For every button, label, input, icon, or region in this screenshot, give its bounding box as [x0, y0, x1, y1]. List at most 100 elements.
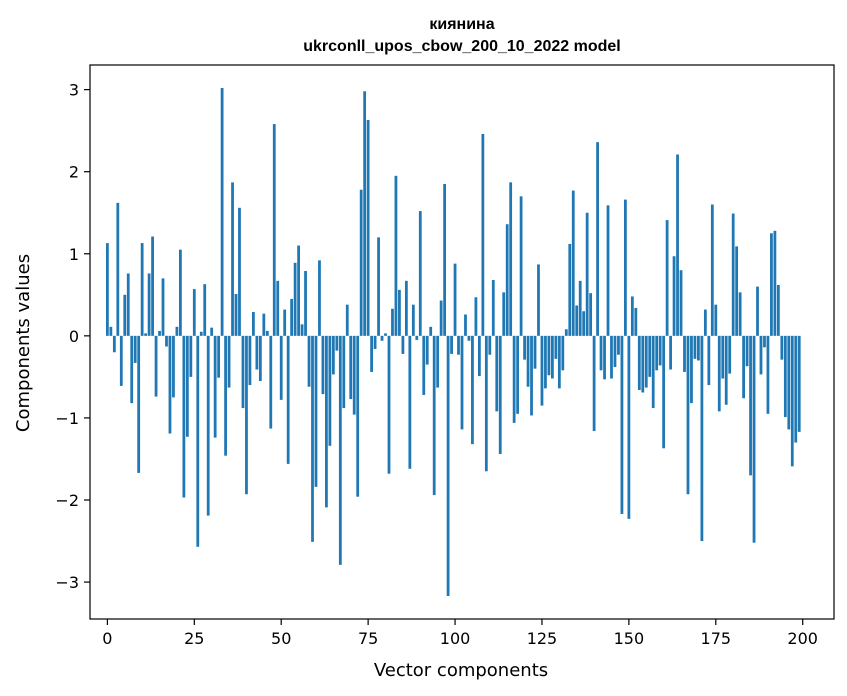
bar: [220, 87, 224, 336]
bar: [133, 335, 137, 363]
bar: [265, 330, 269, 336]
bar: [370, 335, 373, 372]
x-tick-label: 200: [787, 629, 818, 648]
bar: [404, 280, 408, 336]
y-axis-label: Components values: [13, 254, 34, 432]
bar: [575, 305, 579, 336]
bar: [721, 335, 725, 379]
bar: [585, 212, 589, 336]
bar: [519, 196, 523, 336]
bar: [217, 335, 221, 378]
bar: [436, 335, 440, 388]
bar: [571, 190, 575, 336]
bar: [116, 202, 120, 336]
bar: [564, 329, 568, 336]
bar: [460, 335, 464, 430]
bar: [144, 333, 148, 336]
bar: [252, 312, 255, 336]
bar: [161, 278, 165, 336]
bar: [752, 335, 756, 543]
chart-title-line2: ukrconll_upos_cbow_200_10_2022 model: [303, 38, 620, 55]
bar: [467, 335, 471, 341]
bar: [665, 220, 669, 336]
bar: [377, 237, 380, 336]
bar: [158, 330, 161, 336]
bar: [735, 246, 739, 336]
chart-title-line1: киянина: [429, 16, 494, 33]
bar: [509, 182, 513, 336]
bar: [345, 304, 349, 336]
bar: [766, 335, 770, 414]
bar: [624, 199, 627, 336]
bar: [589, 293, 593, 336]
bar: [359, 189, 363, 336]
bar: [304, 271, 307, 336]
bar: [363, 91, 367, 336]
bar: [290, 298, 294, 336]
bar: [425, 335, 429, 365]
bar: [630, 296, 634, 336]
bar: [544, 335, 547, 389]
bar: [717, 335, 721, 412]
bar: [634, 307, 638, 336]
bar: [199, 331, 203, 336]
bar: [147, 273, 151, 336]
bar: [196, 335, 200, 547]
bar: [610, 335, 613, 379]
bar: [658, 335, 662, 366]
bar: [224, 335, 227, 456]
bar: [373, 335, 377, 349]
bar: [457, 335, 460, 355]
x-tick-label: 175: [701, 629, 732, 648]
x-tick-label: 0: [102, 629, 112, 648]
bar: [154, 335, 158, 397]
bar: [411, 304, 415, 336]
bar: [137, 335, 141, 473]
bar: [328, 335, 332, 446]
bar: [780, 335, 784, 360]
bar: [119, 335, 123, 386]
bar: [231, 182, 234, 336]
bar: [283, 309, 287, 336]
y-tick-label: −3: [55, 573, 79, 592]
bar: [151, 236, 154, 336]
bar: [293, 262, 297, 336]
bar: [429, 326, 433, 336]
bar: [432, 335, 436, 496]
bar: [672, 256, 676, 336]
bar: [697, 335, 700, 361]
bar: [592, 335, 596, 432]
bar: [512, 335, 516, 423]
bar: [394, 175, 398, 336]
bar: [311, 335, 314, 542]
bar: [165, 335, 168, 347]
bar: [474, 297, 478, 336]
y-tick-label: 1: [69, 245, 79, 264]
bar: [352, 335, 356, 415]
bar: [213, 335, 217, 438]
bar: [516, 335, 520, 414]
bar: [568, 243, 572, 336]
bar: [533, 335, 537, 369]
bar: [606, 205, 610, 336]
bar: [530, 335, 533, 416]
bar: [387, 335, 391, 474]
bar: [617, 335, 620, 355]
bar: [307, 335, 311, 387]
bar: [325, 335, 328, 508]
x-tick-label: 100: [440, 629, 471, 648]
bar: [123, 294, 127, 336]
bar: [185, 335, 189, 437]
bar: [551, 335, 554, 379]
bar: [669, 335, 672, 370]
bar: [286, 335, 290, 464]
bar: [245, 335, 248, 495]
bar: [749, 335, 752, 476]
bar: [505, 224, 509, 336]
bar: [627, 335, 631, 519]
bar: [690, 335, 693, 404]
bar: [238, 207, 241, 336]
bar: [523, 335, 526, 360]
bar: [210, 327, 214, 336]
